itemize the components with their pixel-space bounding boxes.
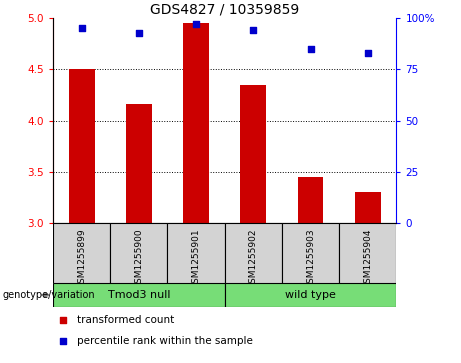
Text: wild type: wild type <box>285 290 336 300</box>
Point <box>307 46 314 52</box>
Point <box>78 25 85 31</box>
Bar <box>298 177 324 223</box>
Point <box>364 50 372 56</box>
Bar <box>167 223 225 283</box>
Bar <box>110 223 167 283</box>
Bar <box>225 283 396 307</box>
Bar <box>225 223 282 283</box>
Text: GSM1255901: GSM1255901 <box>192 228 201 289</box>
Bar <box>282 223 339 283</box>
Text: GSM1255904: GSM1255904 <box>363 228 372 289</box>
Bar <box>339 223 396 283</box>
Bar <box>126 104 152 223</box>
Point <box>59 338 67 344</box>
Point <box>135 30 142 36</box>
Text: percentile rank within the sample: percentile rank within the sample <box>77 336 253 346</box>
Text: Tmod3 null: Tmod3 null <box>107 290 170 300</box>
Point <box>59 317 67 323</box>
Point <box>192 21 200 27</box>
Bar <box>355 192 381 223</box>
Bar <box>53 283 225 307</box>
Bar <box>241 85 266 223</box>
Bar <box>183 23 209 223</box>
Text: GSM1255899: GSM1255899 <box>77 228 86 289</box>
Text: GSM1255902: GSM1255902 <box>249 228 258 289</box>
Point <box>250 28 257 33</box>
Text: genotype/variation: genotype/variation <box>2 290 95 300</box>
Bar <box>69 69 95 223</box>
Title: GDS4827 / 10359859: GDS4827 / 10359859 <box>150 3 299 17</box>
Text: GSM1255903: GSM1255903 <box>306 228 315 289</box>
Bar <box>53 223 110 283</box>
Text: GSM1255900: GSM1255900 <box>134 228 143 289</box>
Text: transformed count: transformed count <box>77 315 174 325</box>
